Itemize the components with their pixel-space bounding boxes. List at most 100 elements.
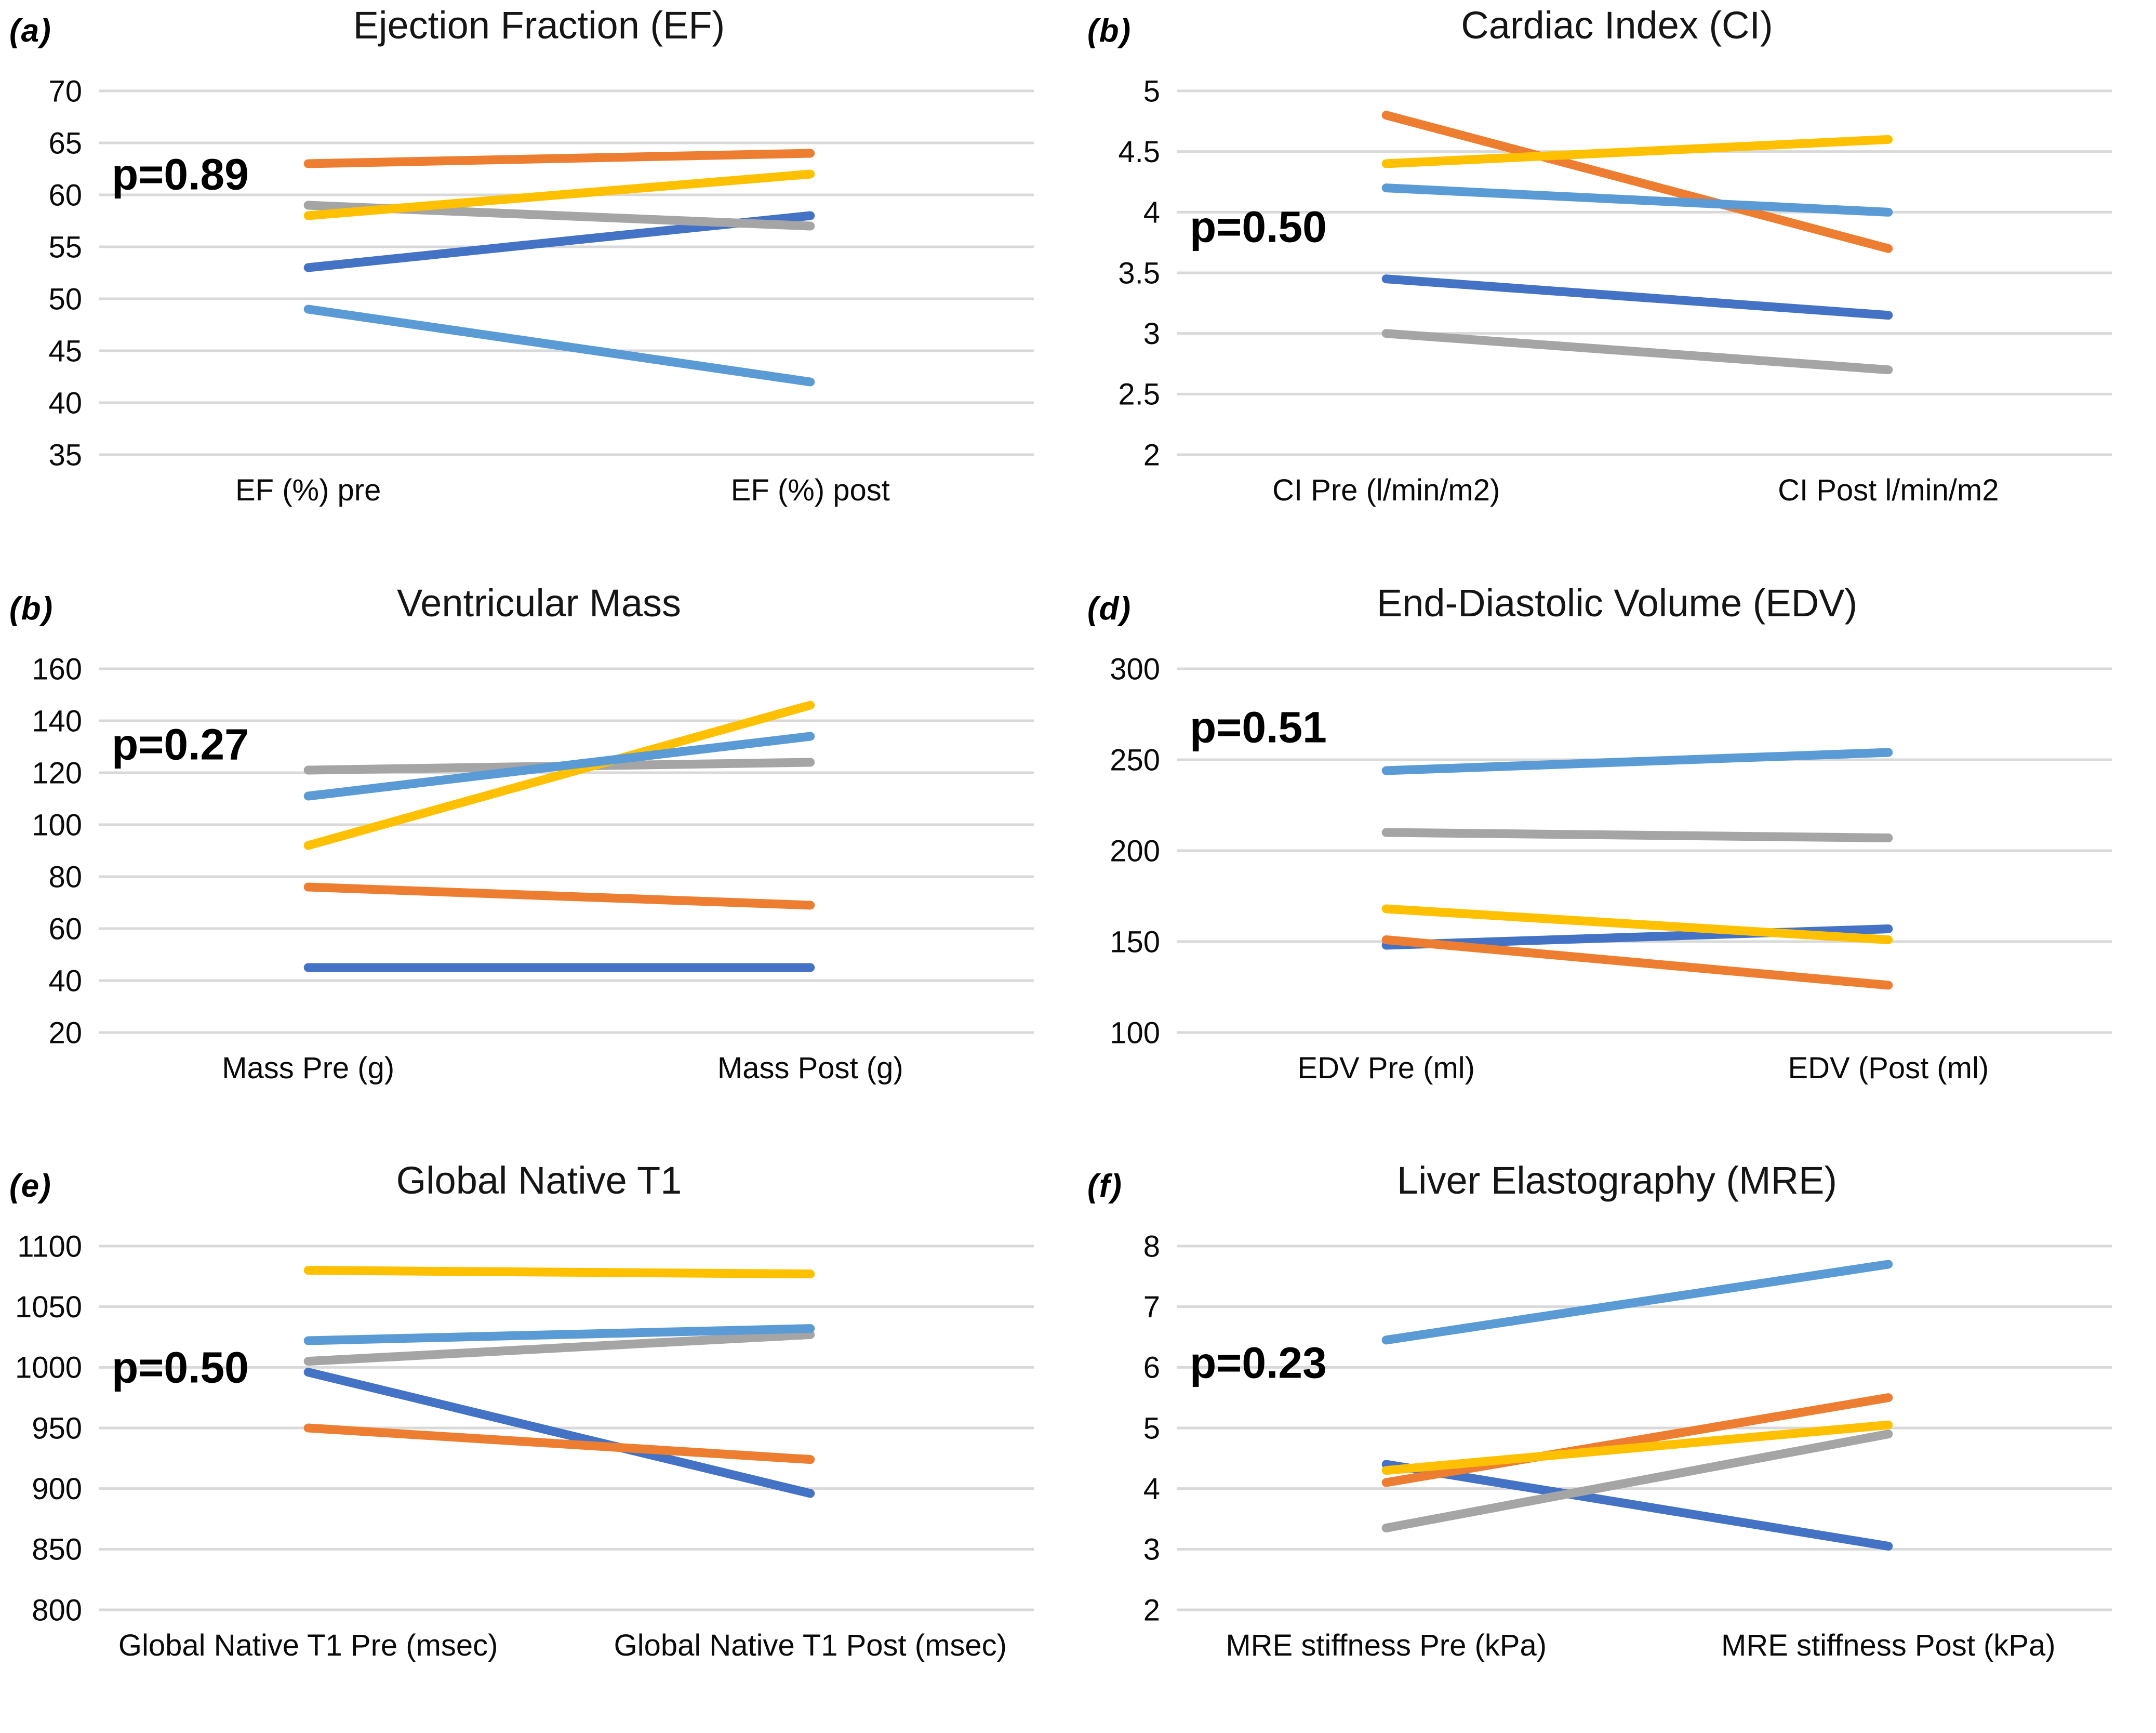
y-tick-label: 4.5 xyxy=(1118,135,1160,169)
y-tick-label: 60 xyxy=(48,912,82,946)
y-tick-label: 70 xyxy=(48,74,82,108)
y-tick-label: 1100 xyxy=(17,1230,82,1264)
y-tick-label: 35 xyxy=(48,438,82,472)
panel-letter: (e) xyxy=(9,1168,52,1205)
y-tick-label: 800 xyxy=(32,1594,82,1628)
series-line-patient-5 xyxy=(1381,1260,1893,1345)
x-category-label: EF (%) pre xyxy=(235,473,381,507)
y-tick-label: 850 xyxy=(32,1533,82,1567)
series-line-patient-1 xyxy=(1381,274,1893,320)
chart-panel-t1: 1100 1050 1000 950 900 850 800 Global Native T1… xyxy=(0,1155,1078,1733)
x-category-label: EDV Pre (ml) xyxy=(1297,1051,1475,1085)
y-tick-label: 60 xyxy=(48,178,82,212)
line-plot: 1100 1050 1000 950 900 850 800 Global Native T1… xyxy=(15,1230,1034,1662)
y-tick-label: 1000 xyxy=(15,1351,82,1385)
p-value-label: p=0.23 xyxy=(1190,1339,1327,1387)
series-line-patient-2 xyxy=(303,882,815,910)
y-tick-label: 900 xyxy=(32,1472,82,1506)
y-tick-label: 50 xyxy=(48,282,82,316)
p-value-label: p=0.27 xyxy=(112,720,249,769)
y-tick-label: 40 xyxy=(48,964,82,998)
p-value-label: p=0.50 xyxy=(112,1343,249,1392)
x-category-label: Mass Post (g) xyxy=(717,1051,903,1085)
chart-panel-mre: 8 7 6 5 4 3 2 MRE stiffness Pre (kPa) MRE stiffn… xyxy=(1078,1155,2156,1733)
chart-panel-mass: 160 140 120 100 80 60 40 20 Mass Pre (g) Mass Pos… xyxy=(0,578,1078,1156)
series-line-patient-2 xyxy=(303,149,815,168)
y-tick-label: 3 xyxy=(1143,1533,1160,1567)
panel-letter: (d) xyxy=(1087,590,1132,627)
y-tick-label: 300 xyxy=(1110,652,1160,686)
series-line-patient-3 xyxy=(303,1330,815,1366)
line-plot: 5 4.5 4 3.5 3 2.5 2 CI Pre (l/min/m2) CI Post l/… xyxy=(1118,74,2112,507)
y-tick-label: 5 xyxy=(1143,74,1160,108)
y-tick-label: 2 xyxy=(1143,438,1160,472)
y-tick-label: 250 xyxy=(1110,743,1160,777)
series-line-patient-4 xyxy=(303,169,815,220)
series-line-patient-5 xyxy=(1381,748,1893,775)
y-tick-label: 80 xyxy=(48,860,82,894)
series-line-patient-2 xyxy=(1381,935,1893,990)
x-category-label: Mass Pre (g) xyxy=(222,1051,394,1085)
y-tick-label: 100 xyxy=(32,808,82,842)
series-line-patient-4 xyxy=(1381,1420,1893,1475)
x-category-label: MRE stiffness Pre (kPa) xyxy=(1226,1629,1547,1662)
panel-letter: (b) xyxy=(1087,13,1132,49)
y-tick-label: 8 xyxy=(1143,1230,1160,1264)
x-category-label: EF (%) post xyxy=(731,473,890,507)
line-plot: 8 7 6 5 4 3 2 MRE stiffness Pre (kPa) MRE stiffn… xyxy=(1143,1230,2112,1662)
panel-title: End-Diastolic Volume (EDV) xyxy=(1376,581,1858,625)
line-plot: 300 250 200 150 100 EDV Pre (ml) EDV (Post (ml… xyxy=(1110,652,2112,1085)
y-tick-label: 7 xyxy=(1143,1290,1160,1324)
y-tick-label: 2.5 xyxy=(1118,378,1160,412)
panel-title: Ventricular Mass xyxy=(397,581,681,625)
y-tick-label: 20 xyxy=(48,1016,82,1050)
y-tick-label: 3.5 xyxy=(1118,256,1160,290)
series-line-patient-3 xyxy=(1381,1430,1893,1533)
y-tick-label: 140 xyxy=(32,704,82,738)
series-line-patient-3 xyxy=(1381,828,1893,842)
x-category-label: Global Native T1 Post (msec) xyxy=(614,1629,1007,1662)
series-line-patient-4 xyxy=(303,1266,815,1279)
y-tick-label: 45 xyxy=(48,334,82,368)
line-plot: 70 65 60 55 50 45 40 35 EF (%) pre EF (%) post p=0… xyxy=(48,74,1034,507)
panel-title: Liver Elastography (MRE) xyxy=(1396,1159,1838,1202)
x-category-label: CI Post l/min/m2 xyxy=(1778,473,1999,507)
series-line-patient-2 xyxy=(1381,1393,1893,1487)
panel-letter: (f) xyxy=(1087,1168,1123,1205)
y-tick-label: 2 xyxy=(1143,1594,1160,1628)
x-category-label: MRE stiffness Post (kPa) xyxy=(1721,1629,2056,1662)
y-tick-label: 1050 xyxy=(15,1290,82,1324)
chart-panel-ci: 5 4.5 4 3.5 3 2.5 2 CI Pre (l/min/m2) CI Post l/… xyxy=(1078,0,2156,578)
y-tick-label: 120 xyxy=(32,756,82,790)
x-category-label: Global Native T1 Pre (msec) xyxy=(118,1629,498,1662)
x-category-label: CI Pre (l/min/m2) xyxy=(1272,473,1500,507)
series-line-patient-4 xyxy=(303,700,815,850)
chart-panel-ef: 70 65 60 55 50 45 40 35 EF (%) pre EF (%) post p=0… xyxy=(0,0,1078,578)
y-tick-label: 3 xyxy=(1143,317,1160,351)
p-value-label: p=0.50 xyxy=(1190,203,1327,252)
y-tick-label: 200 xyxy=(1110,834,1160,868)
y-tick-label: 950 xyxy=(32,1412,82,1446)
x-category-label: EDV (Post (ml) xyxy=(1788,1051,1989,1085)
line-plot: 160 140 120 100 80 60 40 20 Mass Pre (g) Mass Pos… xyxy=(32,652,1034,1085)
panel-title: Ejection Fraction (EF) xyxy=(353,4,725,47)
y-tick-label: 6 xyxy=(1143,1351,1160,1385)
series-line-patient-2 xyxy=(303,1423,815,1464)
panel-title: Cardiac Index (CI) xyxy=(1461,4,1773,47)
panel-title: Global Native T1 xyxy=(396,1159,682,1202)
series-line-patient-2 xyxy=(1381,111,1893,253)
y-tick-label: 4 xyxy=(1143,196,1160,230)
series-line-patient-4 xyxy=(1381,135,1893,168)
series-line-patient-4 xyxy=(1381,904,1893,944)
y-tick-label: 4 xyxy=(1143,1472,1160,1506)
y-tick-label: 150 xyxy=(1110,925,1160,959)
y-tick-label: 5 xyxy=(1143,1412,1160,1446)
y-tick-label: 160 xyxy=(32,652,82,686)
panel-letter: (a) xyxy=(9,13,52,49)
series-line-patient-5 xyxy=(1381,183,1893,217)
series-line-patient-5 xyxy=(303,732,815,801)
y-tick-label: 55 xyxy=(48,230,82,264)
p-value-label: p=0.51 xyxy=(1190,703,1327,751)
chart-panel-edv: 300 250 200 150 100 EDV Pre (ml) EDV (Post (ml… xyxy=(1078,578,2156,1156)
